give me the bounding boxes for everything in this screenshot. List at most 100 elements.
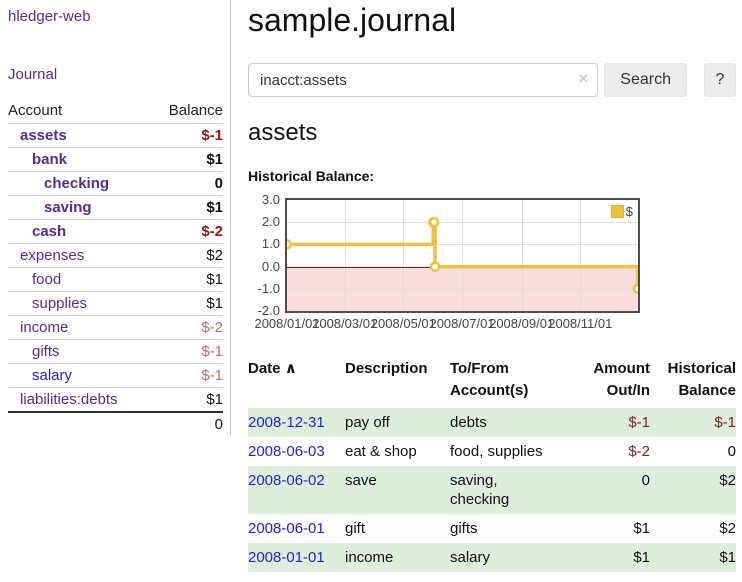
- account-link[interactable]: saving: [44, 199, 92, 216]
- transaction-amount: $-1: [628, 414, 650, 431]
- transaction-description: save: [345, 472, 377, 489]
- transaction-description: gift: [345, 520, 366, 537]
- register-row: 2008-12-31 pay off debts $-1 $-1: [248, 408, 736, 437]
- register-header-description: Description: [345, 360, 428, 377]
- chart-plot-area: $: [285, 198, 640, 313]
- account-balance: $-2: [201, 223, 223, 240]
- y-axis-tick-label: -1.0: [257, 280, 280, 296]
- account-balance: $1: [206, 271, 223, 288]
- account-link[interactable]: checking: [44, 175, 110, 192]
- account-row: salary $-1: [8, 363, 223, 388]
- transaction-balance: $2: [719, 520, 736, 537]
- accounts-table: Account Balance assets $-1 bank $1 checking 0…: [8, 99, 223, 436]
- account-balance: $1: [206, 151, 223, 168]
- account-balance: $1: [206, 295, 223, 312]
- transaction-balance: $2: [719, 472, 736, 489]
- transaction-date-link[interactable]: 2008-06-01: [248, 520, 325, 537]
- x-axis-tick-label: 2008/05/01: [370, 316, 436, 331]
- chart-title: Historical Balance:: [248, 168, 375, 184]
- y-axis-tick-label: -2.0: [257, 303, 280, 318]
- transaction-balance: $1: [719, 549, 736, 566]
- main-content: sample.journal × Search ? assets Histori…: [248, 0, 736, 572]
- register-header-amount: Amount Out/In: [593, 360, 650, 399]
- v-gridline: [521, 200, 523, 311]
- account-balance: $1: [206, 391, 223, 408]
- account-balance: $-2: [201, 319, 223, 336]
- x-axis-tick-label: 2008/03/01: [312, 316, 378, 331]
- sidebar-item-journal[interactable]: Journal: [8, 66, 58, 83]
- transaction-description: pay off: [345, 414, 390, 431]
- v-gridline: [344, 200, 346, 311]
- search-input[interactable]: [248, 63, 599, 97]
- data-point-marker: [429, 261, 441, 272]
- account-link[interactable]: liabilities:debts: [20, 391, 118, 408]
- y-axis-tick-label: 3.0: [261, 192, 280, 207]
- register-header-accounts: To/From Account(s): [450, 360, 529, 399]
- v-gridline: [403, 200, 405, 311]
- transaction-balance: 0: [727, 443, 736, 460]
- v-gridline: [462, 200, 464, 311]
- account-row: gifts $-1: [8, 339, 223, 364]
- transaction-accounts: gifts: [450, 520, 478, 537]
- help-button[interactable]: ?: [704, 63, 736, 97]
- account-link[interactable]: bank: [32, 151, 68, 168]
- accounts-total-value: 0: [214, 416, 223, 433]
- chart-legend: $: [610, 204, 633, 219]
- transaction-date-link[interactable]: 2008-01-01: [248, 549, 325, 566]
- legend-label: $: [625, 204, 633, 219]
- account-link[interactable]: expenses: [20, 247, 85, 264]
- account-link[interactable]: food: [32, 271, 62, 288]
- y-axis-tick-label: 0.0: [261, 258, 280, 274]
- x-axis-tick-label: 2008/07/01: [429, 316, 495, 331]
- transaction-balance: $-1: [714, 414, 736, 431]
- register-table: Date ∧ Description To/From Account(s) Am…: [248, 356, 736, 572]
- register-header-date: Date: [248, 360, 281, 377]
- account-balance: $-1: [201, 343, 223, 360]
- app-title-link[interactable]: hledger-web: [8, 8, 91, 25]
- sort-asc-icon[interactable]: ∧: [284, 360, 297, 377]
- account-row: expenses $2: [8, 243, 223, 268]
- account-heading: assets: [248, 119, 318, 146]
- transaction-amount: $1: [633, 520, 650, 537]
- account-balance: $1: [206, 199, 223, 216]
- account-link[interactable]: cash: [32, 223, 67, 240]
- transaction-date-link[interactable]: 2008-12-31: [248, 414, 325, 431]
- transaction-amount: $1: [633, 549, 650, 566]
- register-row: 2008-06-02 save saving, checking 0 $2: [248, 466, 736, 514]
- account-balance: $2: [206, 247, 223, 264]
- account-link[interactable]: income: [20, 319, 69, 336]
- account-row: cash $-2: [8, 219, 223, 244]
- account-balance: 0: [214, 175, 223, 192]
- account-link[interactable]: salary: [32, 367, 73, 384]
- sidebar: hledger-web Journal Account Balance asse…: [0, 0, 231, 436]
- accounts-header-balance: Balance: [168, 102, 223, 119]
- register-row: 2008-06-01 gift gifts $1 $2: [248, 514, 736, 543]
- transaction-accounts: food, supplies: [450, 443, 543, 460]
- account-link[interactable]: supplies: [32, 295, 88, 312]
- account-balance: $-1: [201, 127, 223, 144]
- x-axis-tick-label: 2008/11/01: [548, 316, 613, 331]
- register-header-balance: Historical Balance: [667, 360, 736, 399]
- account-link[interactable]: gifts: [32, 343, 60, 360]
- transaction-description: income: [345, 549, 394, 566]
- y-axis-tick-label: 2.0: [261, 214, 280, 230]
- account-row: supplies $1: [8, 291, 223, 316]
- page-title: sample.journal: [248, 2, 457, 38]
- search-button[interactable]: Search: [604, 63, 687, 97]
- x-axis-tick-label: 2008/09/01: [489, 316, 555, 331]
- account-row: bank $1: [8, 147, 223, 172]
- clear-icon[interactable]: ×: [578, 69, 589, 88]
- account-row: liabilities:debts $1: [8, 387, 223, 413]
- account-row: food $1: [8, 267, 223, 292]
- transaction-accounts: salary: [450, 549, 491, 566]
- x-axis-tick-label: 2008/01/01: [254, 316, 320, 331]
- search-input-wrap: ×: [248, 63, 599, 97]
- accounts-header-account: Account: [8, 102, 63, 119]
- register-header-row: Date ∧ Description To/From Account(s) Am…: [248, 356, 736, 408]
- transaction-date-link[interactable]: 2008-06-02: [248, 472, 325, 489]
- v-gridline: [580, 200, 582, 311]
- account-link[interactable]: assets: [20, 127, 67, 144]
- transaction-date-link[interactable]: 2008-06-03: [248, 443, 325, 460]
- account-row: saving $1: [8, 195, 223, 220]
- account-row: assets $-1: [8, 123, 223, 148]
